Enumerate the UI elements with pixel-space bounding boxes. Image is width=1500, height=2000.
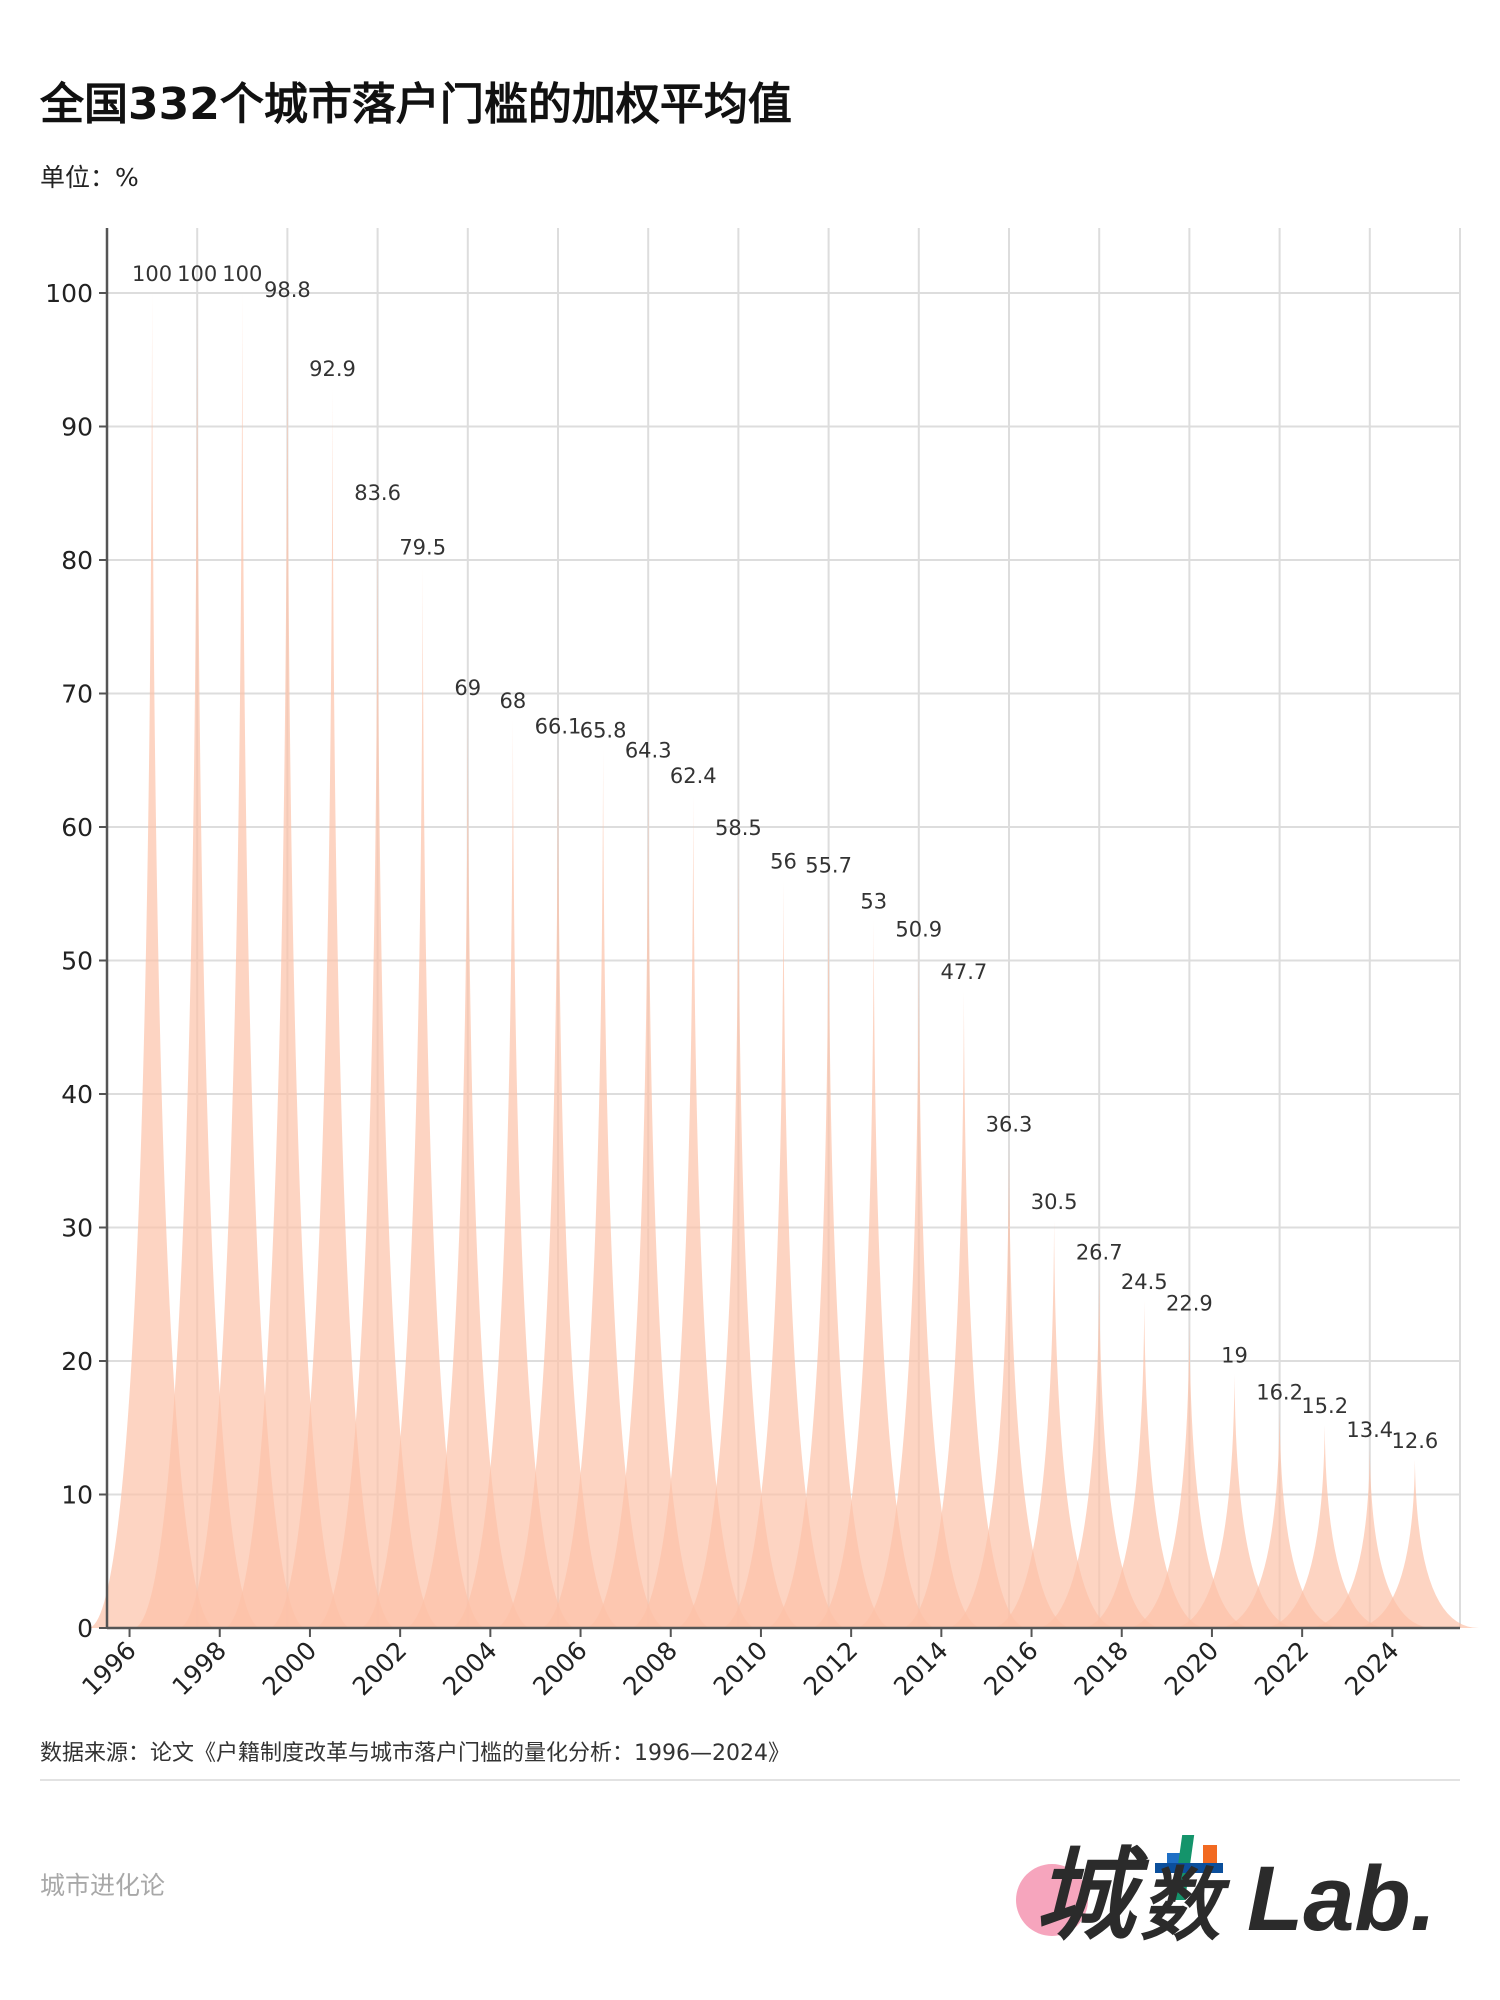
data-label: 16.2 <box>1256 1381 1303 1405</box>
data-label: 22.9 <box>1166 1291 1213 1315</box>
bar-2003 <box>403 706 532 1628</box>
y-tick-label: 90 <box>61 413 93 442</box>
x-tick-label: 2000 <box>257 1636 322 1701</box>
data-label: 58.5 <box>715 816 762 840</box>
x-tick-label: 1996 <box>76 1636 141 1701</box>
bar-2017 <box>1035 1271 1164 1628</box>
bar-2016 <box>990 1220 1119 1628</box>
unit-label: 单位：% <box>40 163 139 192</box>
bar-2001 <box>313 511 442 1629</box>
data-label: 62.4 <box>670 764 717 788</box>
data-label: 64.3 <box>625 739 672 763</box>
y-tick-label: 100 <box>45 279 93 308</box>
x-tick-label: 2024 <box>1339 1636 1404 1701</box>
y-tick-label: 40 <box>61 1080 93 1109</box>
bar-2023 <box>1305 1449 1434 1628</box>
bar-2002 <box>358 566 487 1628</box>
bar-2006 <box>539 749 668 1628</box>
data-label: 12.6 <box>1392 1429 1439 1453</box>
x-tick-label: 2022 <box>1249 1636 1314 1701</box>
y-tick-label: 80 <box>61 546 93 575</box>
bar-1996 <box>88 293 217 1628</box>
data-label: 98.8 <box>264 278 311 302</box>
data-label: 92.9 <box>309 357 356 381</box>
bar-2022 <box>1260 1425 1389 1628</box>
data-label: 83.6 <box>354 481 401 505</box>
bar-2020 <box>1170 1374 1299 1628</box>
y-tick-label: 60 <box>61 813 93 842</box>
data-label: 53 <box>860 889 887 913</box>
data-label: 24.5 <box>1121 1270 1168 1294</box>
bar-2024 <box>1350 1459 1479 1628</box>
x-tick-label: 2020 <box>1159 1636 1224 1701</box>
bar-2004 <box>448 720 577 1628</box>
brand-text: 城市进化论 <box>40 1871 166 1900</box>
x-tick-label: 2002 <box>347 1636 412 1701</box>
data-label: 26.7 <box>1076 1241 1123 1265</box>
divider <box>40 1779 1460 1781</box>
data-label: 47.7 <box>941 960 988 984</box>
data-label: 15.2 <box>1301 1394 1348 1418</box>
svg-text:数: 数 <box>1140 1859 1231 1952</box>
x-tick-label: 2008 <box>617 1636 682 1701</box>
bar-2021 <box>1215 1411 1344 1628</box>
y-tick-label: 0 <box>77 1614 93 1643</box>
svg-text:Lab.: Lab. <box>1247 1848 1436 1950</box>
y-tick-label: 30 <box>61 1214 93 1243</box>
data-label: 79.5 <box>399 536 446 560</box>
bar-2007 <box>584 769 713 1628</box>
data-source: 数据来源：论文《户籍制度改革与城市落户门槛的量化分析：1996—2024》 <box>40 1741 790 1766</box>
y-tick-label: 20 <box>61 1347 93 1376</box>
bar-2000 <box>268 387 397 1628</box>
data-label: 69 <box>454 676 481 700</box>
bar-2008 <box>629 794 758 1628</box>
x-tick-label: 2014 <box>888 1636 953 1701</box>
bar-2011 <box>764 884 893 1628</box>
data-labels: 100 100 10098.892.983.679.5696866.165.864.… <box>132 262 1438 1453</box>
data-label: 13.4 <box>1346 1418 1393 1442</box>
bar-2013 <box>854 948 983 1628</box>
brand-logo: 城 数 Lab. <box>1016 1835 1436 1954</box>
x-tick-label: 2012 <box>798 1636 863 1701</box>
x-tick-label: 2010 <box>708 1636 773 1701</box>
data-label: 100 <box>222 262 262 286</box>
data-label: 55.7 <box>805 853 852 877</box>
x-tick-label: 2004 <box>437 1636 502 1701</box>
x-tick-label: 2016 <box>978 1636 1043 1701</box>
data-label: 19 <box>1221 1343 1248 1367</box>
data-label: 100 <box>177 262 217 286</box>
bar-2014 <box>899 991 1028 1628</box>
x-tick-label: 2018 <box>1068 1636 1133 1701</box>
x-tick-label: 1998 <box>166 1636 231 1701</box>
bar-2010 <box>719 880 848 1628</box>
bar-1997 <box>133 293 262 1628</box>
data-label: 66.1 <box>535 715 582 739</box>
bar-2012 <box>809 920 938 1628</box>
y-tick-label: 10 <box>61 1481 93 1510</box>
data-label: 30.5 <box>1031 1190 1078 1214</box>
bar-2018 <box>1080 1300 1209 1628</box>
bar-1999 <box>223 309 352 1628</box>
data-label: 100 <box>132 262 172 286</box>
data-label: 65.8 <box>580 719 627 743</box>
bar-2005 <box>494 745 622 1628</box>
bars <box>88 293 1479 1629</box>
x-tick-label: 2006 <box>527 1636 592 1701</box>
data-label: 50.9 <box>895 917 942 941</box>
bar-2009 <box>674 847 803 1628</box>
bar-2019 <box>1125 1322 1254 1628</box>
y-tick-label: 50 <box>61 947 93 976</box>
data-label: 36.3 <box>986 1112 1033 1136</box>
bar-2015 <box>945 1143 1073 1628</box>
chart-title: 全国332个城市落户门槛的加权平均值 <box>40 79 792 130</box>
data-label: 56 <box>770 849 797 873</box>
bar-1998 <box>178 293 307 1628</box>
y-tick-label: 70 <box>61 680 93 709</box>
svg-text:城: 城 <box>1035 1837 1150 1954</box>
data-label: 68 <box>500 689 527 713</box>
